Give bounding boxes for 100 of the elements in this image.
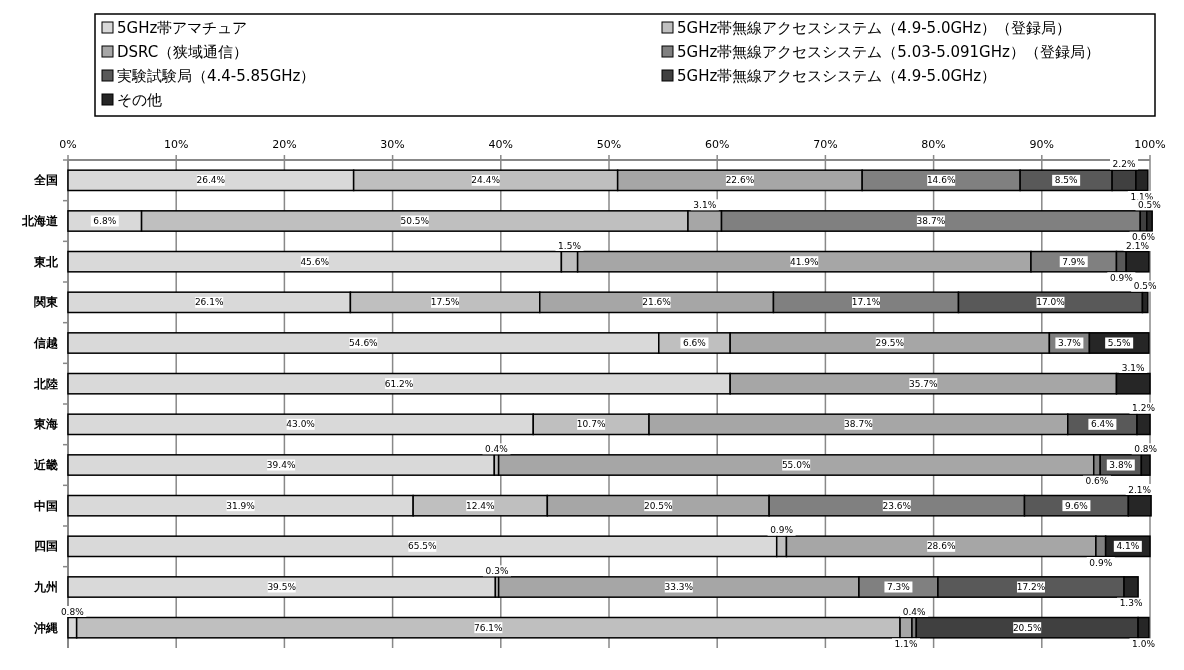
y-tick-label: 東北 bbox=[33, 254, 59, 269]
data-label: 43.0% bbox=[286, 419, 316, 430]
data-label: 3.7% bbox=[1057, 338, 1082, 348]
data-label: 5.5% bbox=[1107, 338, 1132, 348]
y-tick-label: 北陸 bbox=[33, 376, 58, 391]
data-label: 39.5% bbox=[267, 582, 297, 592]
y-tick-label: 九州 bbox=[33, 580, 58, 594]
data-label: 20.5% bbox=[1012, 622, 1042, 633]
bar bbox=[497, 454, 1095, 476]
x-tick-label: 80% bbox=[921, 138, 946, 151]
data-label: 21.6% bbox=[642, 297, 672, 308]
legend-label: 5GHz帯無線アクセスシステム（4.9-5.0GHz）（登録局） bbox=[677, 19, 1072, 37]
bar bbox=[67, 576, 497, 598]
x-tick-label: 100% bbox=[1134, 138, 1166, 151]
data-label: 1.3% bbox=[1119, 598, 1143, 609]
data-label: 39.4% bbox=[266, 460, 296, 470]
data-label: 0.8% bbox=[60, 606, 85, 617]
x-tick-label: 50% bbox=[596, 138, 622, 151]
x-tick-label: 30% bbox=[380, 138, 405, 151]
data-label: 4.1% bbox=[1116, 541, 1140, 552]
y-tick-label: 四国 bbox=[34, 539, 58, 554]
data-label: 0.4% bbox=[485, 443, 509, 454]
legend-label: DSRC（狭域通信） bbox=[117, 43, 249, 61]
y-tick-label: 関東 bbox=[34, 295, 59, 310]
legend-label: 実験試験局（4.4-5.85GHz） bbox=[117, 67, 316, 85]
data-label: 6.8% bbox=[93, 216, 117, 226]
data-label: 24.4% bbox=[471, 175, 501, 186]
data-label: 1.1% bbox=[1130, 191, 1154, 202]
x-tick-label: 60% bbox=[704, 138, 730, 151]
data-label: 1.1% bbox=[894, 638, 918, 649]
data-label: 38.7% bbox=[916, 216, 946, 226]
data-label: 0.9% bbox=[770, 525, 794, 536]
data-label: 0.3% bbox=[485, 565, 509, 576]
data-label: 2.1% bbox=[1128, 484, 1152, 495]
data-label: 6.6% bbox=[683, 338, 707, 348]
x-tick-label: 10% bbox=[163, 138, 189, 151]
data-label: 1.5% bbox=[558, 240, 582, 251]
data-label: 35.7% bbox=[909, 378, 939, 389]
data-label: 6.4% bbox=[1090, 419, 1115, 430]
data-label: 10.7% bbox=[576, 419, 606, 430]
data-label: 26.4% bbox=[196, 175, 226, 186]
data-label: 38.7% bbox=[844, 419, 874, 430]
y-tick-label: 東海 bbox=[33, 417, 58, 432]
data-label: 41.9% bbox=[790, 256, 820, 267]
y-tick-label: 北海道 bbox=[21, 214, 59, 228]
data-label: 14.6% bbox=[926, 175, 956, 186]
data-label: 3.8% bbox=[1109, 460, 1133, 470]
data-label: 0.6% bbox=[1132, 232, 1156, 243]
data-label: 0.8% bbox=[1134, 443, 1158, 454]
legend-label: 5GHz帯無線アクセスシステム（5.03-5.091GHz）（登録局） bbox=[677, 43, 1100, 61]
x-tick-label: 70% bbox=[813, 138, 838, 151]
y-tick-label: 沖縄 bbox=[33, 620, 58, 635]
data-label: 0.5% bbox=[1133, 281, 1158, 292]
data-label: 65.5% bbox=[408, 541, 438, 552]
data-label: 8.5% bbox=[1054, 175, 1079, 186]
data-label: 28.6% bbox=[926, 541, 956, 552]
data-label: 26.1% bbox=[194, 297, 224, 308]
data-label: 2.1% bbox=[1126, 240, 1150, 251]
legend-label: 5GHz帯無線アクセスシステム（4.9-5.0GHz） bbox=[677, 67, 997, 85]
data-label: 17.5% bbox=[430, 297, 460, 308]
data-label: 31.9% bbox=[226, 500, 256, 511]
legend-label: 5GHz帯アマチュア bbox=[117, 19, 248, 37]
y-tick-label: 全国 bbox=[33, 173, 58, 188]
x-tick-label: 20% bbox=[272, 138, 297, 151]
data-label: 17.0% bbox=[1036, 297, 1066, 308]
data-label: 12.4% bbox=[465, 500, 495, 511]
x-tick-label: 90% bbox=[1029, 138, 1055, 151]
data-label: 54.6% bbox=[349, 338, 379, 348]
y-tick-label: 信越 bbox=[33, 336, 58, 350]
data-label: 7.3% bbox=[887, 582, 911, 592]
legend-label: その他 bbox=[117, 91, 162, 109]
data-label: 1.0% bbox=[1132, 638, 1156, 649]
data-label: 3.1% bbox=[693, 199, 717, 210]
data-label: 17.1% bbox=[851, 297, 881, 308]
data-label: 55.0% bbox=[781, 460, 811, 470]
x-tick-label: 0% bbox=[59, 138, 77, 151]
data-label: 23.6% bbox=[882, 500, 912, 511]
data-label: 0.6% bbox=[1085, 476, 1109, 487]
data-label: 9.6% bbox=[1064, 500, 1089, 511]
data-label: 33.3% bbox=[664, 582, 694, 592]
bar bbox=[67, 454, 496, 476]
data-label: 1.2% bbox=[1132, 403, 1156, 414]
data-label: 0.4% bbox=[902, 606, 926, 617]
data-label: 50.5% bbox=[400, 216, 430, 226]
data-label: 0.9% bbox=[1109, 272, 1134, 283]
data-label: 20.5% bbox=[643, 500, 673, 511]
data-label: 17.2% bbox=[1016, 582, 1046, 592]
data-label: 2.2% bbox=[1112, 159, 1136, 170]
data-label: 0.9% bbox=[1089, 557, 1113, 568]
x-tick-label: 40% bbox=[488, 138, 514, 151]
y-tick-label: 中国 bbox=[34, 498, 58, 513]
data-label: 45.6% bbox=[300, 256, 330, 267]
data-label: 76.1% bbox=[474, 622, 504, 633]
y-tick-label: 近畿 bbox=[33, 458, 58, 472]
data-label: 22.6% bbox=[725, 175, 755, 186]
data-label: 0.5% bbox=[1138, 199, 1162, 210]
data-label: 3.1% bbox=[1121, 362, 1146, 373]
data-label: 61.2% bbox=[384, 378, 414, 389]
data-label: 29.5% bbox=[875, 338, 905, 348]
data-label: 7.9% bbox=[1062, 256, 1086, 267]
